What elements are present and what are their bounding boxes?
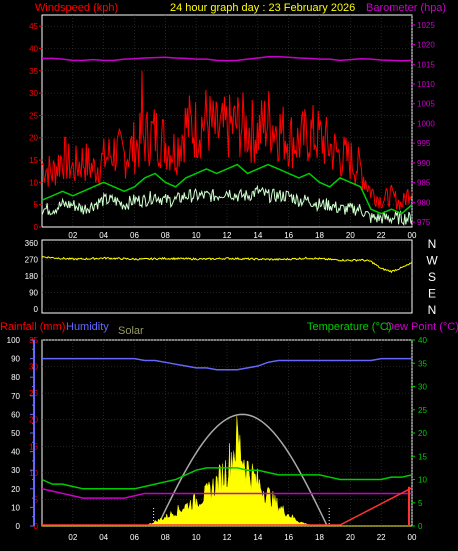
- dewpoint-axis-label: Dew Point (°C): [386, 321, 458, 333]
- wind-x-tick-label: 04: [99, 231, 108, 240]
- rain-x-tick-label: 22: [377, 533, 386, 542]
- wind-gust-series: [41, 70, 413, 211]
- baro-y-tick-label: 1020: [417, 41, 435, 50]
- baro-y-tick-label: 1025: [417, 21, 435, 30]
- wind-x-tick-label: 00: [408, 231, 417, 240]
- temp-y-tick-label: 5: [418, 499, 423, 508]
- temp-y-tick-label: 25: [418, 406, 427, 415]
- rain-x-tick-label: 02: [68, 533, 77, 542]
- solar-axis-label: Solar: [118, 325, 144, 337]
- humidity-series: [42, 357, 412, 371]
- wind-y-tick-label: 30: [29, 89, 38, 98]
- temp-y-tick-label: 0: [418, 522, 423, 531]
- rain-x-tick-label: 10: [192, 533, 201, 542]
- baro-y-tick-label: 985: [417, 179, 431, 188]
- baro-y-tick-label: 990: [417, 159, 431, 168]
- temperature-axis-label: Temperature (°C): [307, 321, 391, 333]
- humidity-y-tick-label: 40: [11, 448, 20, 457]
- dewpoint-series: [41, 488, 412, 499]
- solar-series: [42, 416, 412, 527]
- rain-x-tick-label: 14: [253, 533, 262, 542]
- graph-title: 24 hour graph day : 23 February 2026: [170, 2, 355, 14]
- compass-label: N: [428, 237, 437, 251]
- direction-y-tick-label: 180: [25, 272, 39, 281]
- rain-x-tick-label: 06: [130, 533, 139, 542]
- humidity-y-tick-label: 100: [7, 336, 21, 345]
- direction-y-tick-label: 90: [29, 289, 38, 298]
- temp-y-tick-label: 35: [418, 359, 427, 368]
- humidity-y-tick-label: 30: [11, 466, 20, 475]
- wind-x-tick-label: 02: [68, 231, 77, 240]
- direction-y-tick-label: 0: [34, 305, 39, 314]
- windspeed-series: [41, 163, 413, 215]
- baro-y-tick-label: 1010: [417, 80, 435, 89]
- barometer-series: [42, 56, 413, 62]
- barometer-axis-label: Barometer (hpa): [366, 2, 446, 14]
- wind-min-series: [41, 184, 413, 226]
- baro-y-tick-label: 1015: [417, 60, 435, 69]
- wind-x-tick-label: 12: [223, 231, 232, 240]
- compass-label: N: [428, 303, 437, 317]
- wind-x-tick-label: 08: [161, 231, 170, 240]
- humidity-y-tick-label: 70: [11, 392, 20, 401]
- baro-y-tick-label: 975: [417, 218, 431, 227]
- baro-y-tick-label: 995: [417, 139, 431, 148]
- rainfall-axis-label: Rainfall (mm): [0, 321, 65, 333]
- temp-y-tick-label: 20: [418, 429, 427, 438]
- rain-y-tick-label: 5: [34, 495, 39, 504]
- wind-x-tick-label: 22: [377, 231, 386, 240]
- wind-x-tick-label: 06: [130, 231, 139, 240]
- humidity-y-tick-label: 0: [16, 522, 21, 531]
- compass-label: W: [426, 254, 438, 268]
- wind-y-tick-label: 45: [29, 22, 38, 31]
- temp-y-tick-label: 40: [418, 336, 427, 345]
- wind-y-tick-label: 25: [29, 111, 38, 120]
- wind-x-tick-label: 18: [315, 231, 324, 240]
- wind-x-tick-label: 20: [346, 231, 355, 240]
- windspeed-axis-label: Windspeed (kph): [35, 2, 118, 14]
- humidity-y-tick-label: 10: [11, 503, 20, 512]
- rain-y-tick-label: 0: [34, 522, 39, 531]
- baro-y-tick-label: 1005: [417, 100, 435, 109]
- wind-x-tick-label: 10: [192, 231, 201, 240]
- rain-x-tick-label: 00: [408, 533, 417, 542]
- rain-x-tick-label: 16: [284, 533, 293, 542]
- direction-y-tick-label: 360: [25, 239, 39, 248]
- direction-panel-frame: [41, 239, 413, 314]
- rainfall-series: [42, 487, 413, 526]
- humidity-y-tick-label: 50: [11, 429, 20, 438]
- wind-y-tick-label: 35: [29, 67, 38, 76]
- wind-x-tick-label: 14: [253, 231, 262, 240]
- humidity-axis-label: Humidity: [66, 321, 109, 333]
- rain-x-tick-label: 18: [315, 533, 324, 542]
- wind-y-tick-label: 20: [29, 134, 38, 143]
- temp-y-tick-label: 30: [418, 383, 427, 392]
- wind-y-tick-label: 5: [34, 201, 39, 210]
- rain-x-tick-label: 08: [161, 533, 170, 542]
- compass-label: E: [428, 287, 436, 301]
- wind-y-tick-label: 10: [29, 178, 38, 187]
- temp-y-tick-label: 10: [418, 476, 427, 485]
- wind-y-tick-label: 15: [29, 156, 38, 165]
- temperature-series: [41, 467, 413, 490]
- rain-x-tick-label: 20: [346, 533, 355, 542]
- temp-y-tick-label: 15: [418, 452, 427, 461]
- rain-x-tick-label: 04: [99, 533, 108, 542]
- humidity-y-tick-label: 80: [11, 373, 20, 382]
- humidity-y-tick-label: 60: [11, 410, 20, 419]
- humidity-y-tick-label: 20: [11, 485, 20, 494]
- baro-y-tick-label: 980: [417, 198, 431, 207]
- compass-label: S: [428, 270, 436, 284]
- baro-y-tick-label: 1000: [417, 119, 435, 128]
- wind-y-tick-label: 40: [29, 44, 38, 53]
- solar-max-curve: [156, 413, 328, 527]
- direction-series: [41, 256, 413, 274]
- rain-x-tick-label: 12: [223, 533, 232, 542]
- direction-y-tick-label: 270: [25, 256, 39, 265]
- wind-x-tick-label: 16: [284, 231, 293, 240]
- humidity-y-tick-label: 90: [11, 355, 20, 364]
- wind-y-tick-label: 0: [34, 223, 39, 232]
